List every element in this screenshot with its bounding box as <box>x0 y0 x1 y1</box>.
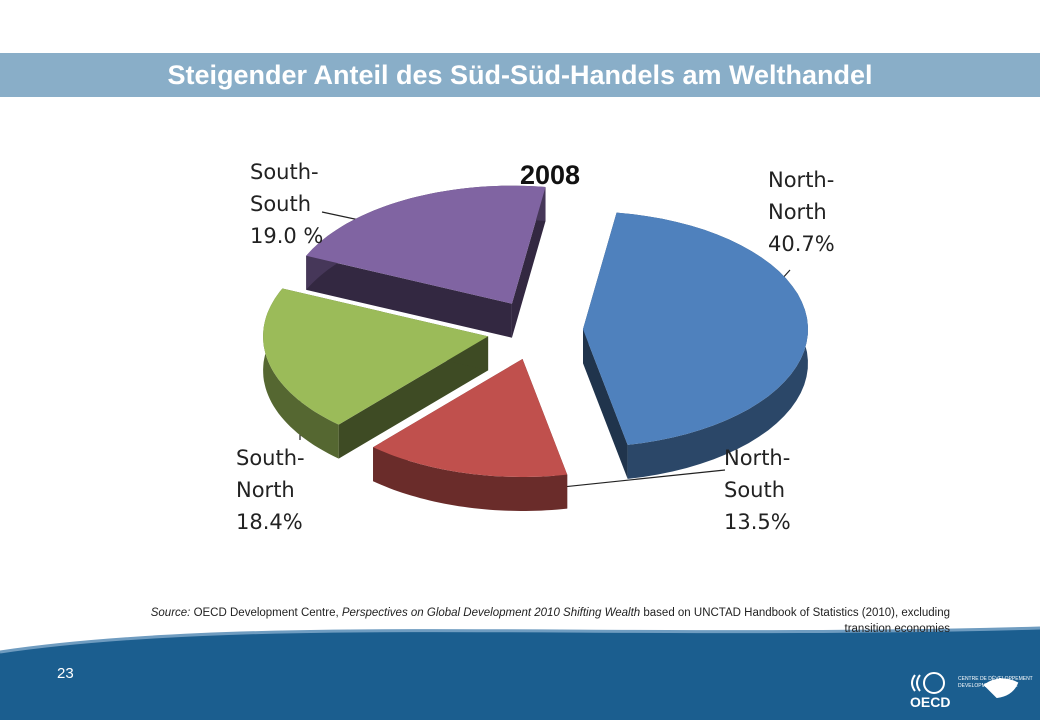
value-label: 40.7% <box>768 232 835 256</box>
slice-label: North-North 40.7% <box>768 164 848 260</box>
slice-label: South-South 19.0 % <box>250 156 330 252</box>
category-label: North-North <box>768 168 835 224</box>
slice <box>373 358 568 477</box>
category-label: South-North <box>236 446 305 502</box>
logo-line: CENTRE DE DÉVELOPPEMENT <box>958 676 1033 682</box>
value-label: 13.5% <box>724 510 791 534</box>
slice <box>582 212 808 445</box>
source: Source: OECD Development Centre, Perspec… <box>110 605 950 637</box>
source-part: Perspectives on Global Development 2010 … <box>341 607 641 619</box>
slice-wall <box>338 336 489 459</box>
chart-title: 2008 <box>520 160 581 190</box>
page-number: 23 <box>57 665 74 682</box>
slice <box>263 288 489 425</box>
slice <box>306 185 546 304</box>
slice-wall <box>511 187 546 338</box>
slice-wall <box>306 255 512 338</box>
category-label: North-South <box>724 446 791 502</box>
value-label: 19.0 % <box>250 224 324 248</box>
slice-side <box>373 447 568 511</box>
footer-edge <box>0 626 1040 654</box>
source-part: based on UNCTAD Handbook of Statistics (… <box>640 607 950 635</box>
logo-mark <box>911 672 1019 699</box>
source-part: Source: <box>150 607 191 619</box>
category-label: South-South <box>250 160 319 216</box>
slice-label: South-North 18.4% <box>236 442 316 538</box>
slide-title: Steigender Anteil des Süd-Süd-Handels am… <box>0 53 1040 97</box>
slice-wall <box>582 329 628 479</box>
slice-label: North-South 13.5% <box>724 442 804 538</box>
slice-side <box>263 288 339 459</box>
logo-name: OECD <box>910 694 951 710</box>
footer-wave <box>0 628 1040 720</box>
value-label: 18.4% <box>236 510 303 534</box>
pie <box>263 185 808 511</box>
logo-line: DEVELOPMENT CENTRE <box>958 683 1018 689</box>
source-part: OECD Development Centre, <box>190 607 342 619</box>
